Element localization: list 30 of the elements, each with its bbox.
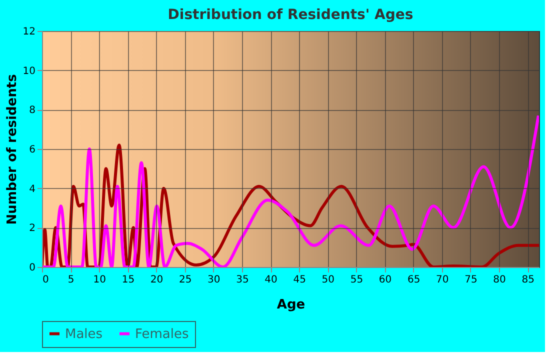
x-tick-label: 65 xyxy=(407,274,420,286)
x-tick-label: 35 xyxy=(236,274,249,286)
x-tick-label: 55 xyxy=(350,274,364,286)
y-tick-label: 2 xyxy=(29,223,36,234)
legend-label: Males xyxy=(65,326,103,342)
x-tick-label: 5 xyxy=(68,274,74,286)
y-tick-label: 4 xyxy=(29,184,36,195)
y-tick-label: 10 xyxy=(22,66,36,77)
x-axis-title: Age xyxy=(276,298,306,312)
x-tick-label: 40 xyxy=(264,274,278,286)
x-tick-label: 0 xyxy=(42,274,49,286)
chart-title: Distribution of Residents' Ages xyxy=(168,7,414,23)
y-tick-label: 12 xyxy=(22,26,36,38)
x-tick-label: 60 xyxy=(378,274,392,286)
x-tick-label: 50 xyxy=(322,274,334,286)
y-tick-label: 6 xyxy=(29,144,36,156)
x-tick-label: 10 xyxy=(93,274,106,286)
y-tick-label: 8 xyxy=(29,105,36,116)
x-tick-label: 15 xyxy=(122,274,135,286)
x-tick-label: 70 xyxy=(436,274,449,286)
x-tick-label: 25 xyxy=(178,274,192,286)
x-tick-label: 85 xyxy=(522,274,534,286)
x-tick-label: 20 xyxy=(150,274,164,286)
y-tick-label: 0 xyxy=(29,262,36,274)
x-tick-label: 30 xyxy=(208,274,220,286)
y-axis-title: Number of residents xyxy=(4,74,20,225)
x-tick-label: 45 xyxy=(293,274,306,286)
x-tick-label: 80 xyxy=(493,274,506,286)
x-tick-label: 75 xyxy=(464,274,478,286)
legend-label: Females xyxy=(135,326,190,342)
